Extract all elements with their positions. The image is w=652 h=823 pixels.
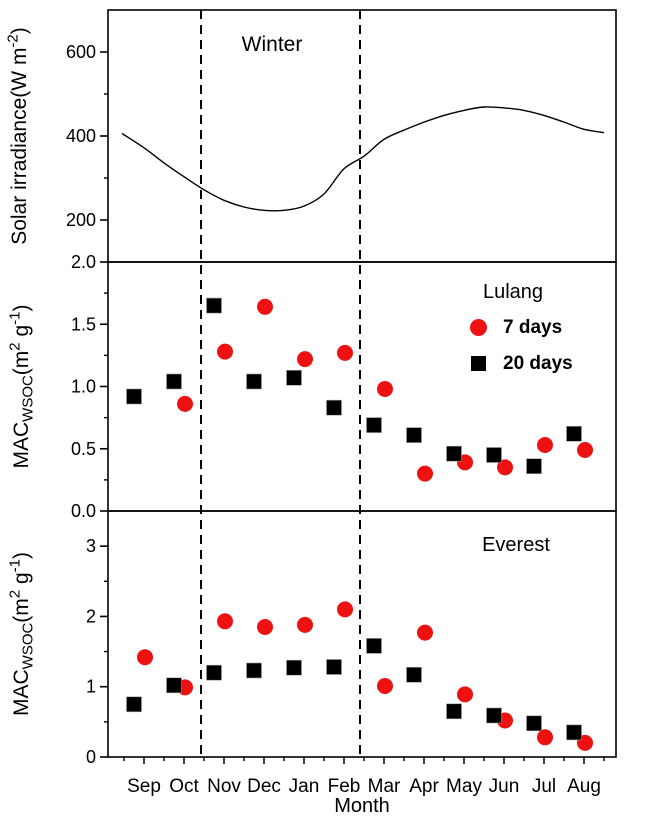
bottom-y-tick-label-3: 3	[86, 536, 96, 556]
x-tick-label-apr: Apr	[409, 776, 439, 797]
everest-20day-point-mar	[366, 638, 382, 654]
everest-7day-point-apr	[417, 624, 433, 641]
lulang-20day-point-sep	[126, 388, 142, 405]
everest-7day-point-sep	[137, 649, 153, 666]
station-label-everest: Everest	[482, 534, 550, 556]
station-label-lulang: Lulang	[482, 281, 544, 303]
everest-20day-point-dec	[246, 662, 262, 679]
lulang-20day-point-nov	[206, 297, 222, 314]
x-tick-label-nov: Nov	[207, 776, 241, 797]
lulang-20day-point-mar	[366, 417, 382, 433]
lulang-7day-point-mar	[377, 381, 393, 397]
everest-7day-point-jan	[297, 616, 313, 633]
lulang-20day-point-may	[446, 445, 462, 462]
lulang-7day-point-oct	[177, 395, 193, 412]
winter-annotation: Winter	[241, 33, 303, 56]
everest-7day-point-feb	[337, 601, 353, 618]
lulang-20day-point-oct	[166, 373, 182, 390]
everest-20day-point-feb	[326, 659, 342, 675]
lulang-20day-point-aug	[566, 425, 582, 442]
lulang-20day-point-jun	[486, 447, 502, 463]
lulang-7day-point-nov	[217, 343, 233, 360]
lulang-20day-point-jul	[526, 458, 542, 475]
lulang-7day-point-apr	[417, 465, 433, 482]
middle-y-tick-label-1.0: 1.0	[71, 377, 96, 397]
lulang-20day-point-jan	[286, 369, 302, 386]
everest-20day-point-jul	[526, 715, 542, 732]
top-y-tick-label-600: 600	[66, 42, 96, 62]
top-y-axis-title: Solar irradiance(W m-2)	[5, 27, 31, 245]
everest-7day-point-may	[457, 686, 473, 703]
middle-y-axis-title: MACWSOC(m2 g-1)	[7, 304, 37, 468]
x-tick-label-jul: Jul	[532, 776, 556, 797]
legend-label-20days: 20 days	[503, 353, 573, 374]
everest-20day-point-oct	[166, 677, 182, 694]
lulang-7day-point-dec	[257, 298, 273, 315]
solar-irradiance-curve	[121, 106, 605, 212]
lulang-7day-point-jun	[497, 459, 513, 476]
lulang-7day-point-jan	[297, 351, 313, 368]
everest-20day-point-sep	[126, 696, 142, 713]
x-tick-label-may: May	[446, 776, 482, 797]
middle-y-tick-label-0.0: 0.0	[71, 501, 96, 521]
everest-20day-point-jun	[486, 707, 502, 724]
x-tick-label-sep: Sep	[127, 776, 161, 797]
x-tick-label-jan: Jan	[289, 776, 320, 797]
top-y-tick-label-200: 200	[66, 210, 96, 230]
bottom-y-tick-label-1: 1	[86, 677, 96, 697]
bottom-y-tick-label-0: 0	[86, 747, 96, 767]
lulang-20day-point-dec	[246, 373, 262, 390]
legend-marker-7days-icon	[470, 319, 487, 336]
lulang-7day-point-jul	[537, 437, 553, 453]
top-panel-frame	[107, 9, 617, 263]
bottom-y-tick-label-2: 2	[86, 606, 96, 626]
lulang-20day-point-apr	[406, 427, 422, 443]
everest-7day-point-mar	[377, 678, 393, 694]
x-tick-label-mar: Mar	[368, 776, 401, 797]
lulang-7day-point-aug	[577, 442, 593, 458]
x-tick-label-oct: Oct	[169, 776, 199, 797]
top-y-tick-label-400: 400	[66, 126, 96, 146]
x-tick-label-jun: Jun	[489, 776, 520, 797]
everest-20day-point-nov	[206, 664, 222, 681]
x-tick-label-dec: Dec	[247, 776, 281, 797]
middle-y-tick-label-2.0: 2.0	[71, 252, 96, 272]
x-tick-label-feb: Feb	[328, 776, 361, 797]
bottom-y-axis-title: MACWSOC(m2 g-1)	[7, 552, 37, 716]
everest-7day-point-nov	[217, 613, 233, 630]
legend-marker-20days-icon	[471, 356, 486, 371]
everest-7day-point-dec	[257, 619, 273, 635]
x-tick-label-aug: Aug	[567, 776, 601, 797]
lulang-7day-point-feb	[337, 344, 353, 361]
everest-20day-point-aug	[566, 724, 582, 741]
everest-20day-point-apr	[406, 666, 422, 683]
everest-20day-point-may	[446, 703, 462, 720]
middle-y-tick-label-1.5: 1.5	[71, 314, 96, 334]
everest-20day-point-jan	[286, 659, 302, 676]
x-axis-title: Month	[334, 795, 390, 817]
legend-label-7days: 7 days	[503, 317, 563, 338]
everest-7day-point-jul	[537, 729, 553, 746]
bottom-panel-frame	[107, 510, 617, 758]
middle-y-tick-label-0.5: 0.5	[71, 439, 96, 459]
lulang-20day-point-feb	[326, 399, 342, 416]
